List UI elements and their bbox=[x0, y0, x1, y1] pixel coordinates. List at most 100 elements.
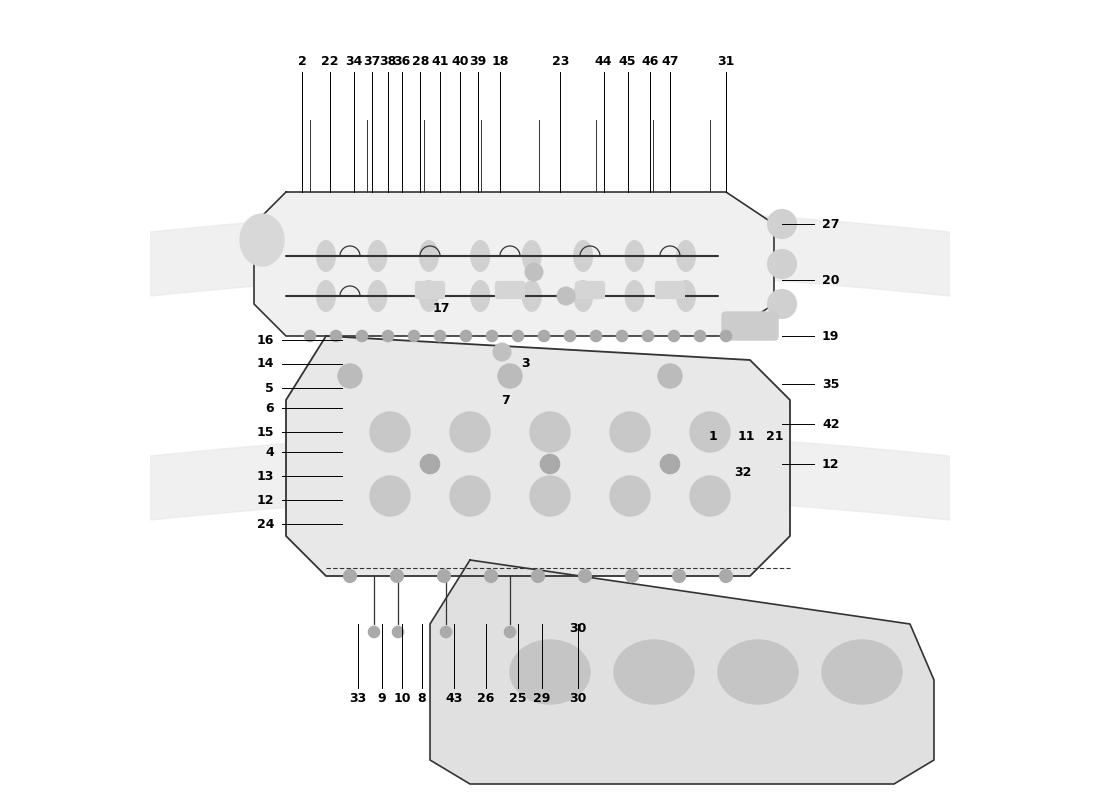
Text: 37: 37 bbox=[363, 55, 381, 68]
Ellipse shape bbox=[718, 640, 798, 704]
Circle shape bbox=[531, 570, 544, 582]
Circle shape bbox=[338, 364, 362, 388]
Circle shape bbox=[486, 330, 497, 342]
Ellipse shape bbox=[521, 280, 541, 312]
Text: 6: 6 bbox=[265, 402, 274, 414]
Ellipse shape bbox=[316, 240, 336, 272]
Ellipse shape bbox=[625, 280, 645, 312]
Text: 44: 44 bbox=[595, 55, 613, 68]
Circle shape bbox=[530, 476, 570, 516]
Circle shape bbox=[356, 330, 367, 342]
Ellipse shape bbox=[676, 240, 696, 272]
Circle shape bbox=[368, 626, 379, 638]
Text: 35: 35 bbox=[822, 378, 839, 390]
Circle shape bbox=[440, 626, 452, 638]
Text: 23: 23 bbox=[552, 55, 569, 68]
Text: 3: 3 bbox=[521, 358, 530, 370]
FancyBboxPatch shape bbox=[575, 282, 604, 298]
Circle shape bbox=[540, 454, 560, 474]
Circle shape bbox=[591, 330, 602, 342]
Circle shape bbox=[408, 330, 419, 342]
Circle shape bbox=[420, 454, 440, 474]
Text: 9: 9 bbox=[377, 692, 386, 705]
Text: 46: 46 bbox=[641, 55, 659, 68]
Circle shape bbox=[450, 412, 490, 452]
Circle shape bbox=[505, 626, 516, 638]
Ellipse shape bbox=[367, 240, 387, 272]
Polygon shape bbox=[430, 560, 934, 784]
Circle shape bbox=[720, 330, 732, 342]
Text: 30: 30 bbox=[570, 692, 586, 705]
Ellipse shape bbox=[614, 640, 694, 704]
Circle shape bbox=[669, 330, 680, 342]
Circle shape bbox=[660, 454, 680, 474]
Text: 30: 30 bbox=[570, 622, 586, 634]
Ellipse shape bbox=[625, 240, 645, 272]
Text: 8: 8 bbox=[418, 692, 427, 705]
Ellipse shape bbox=[521, 240, 541, 272]
FancyBboxPatch shape bbox=[656, 282, 684, 298]
Text: 15: 15 bbox=[256, 426, 274, 438]
Circle shape bbox=[461, 330, 472, 342]
Ellipse shape bbox=[316, 280, 336, 312]
Circle shape bbox=[538, 330, 550, 342]
Text: 14: 14 bbox=[256, 358, 274, 370]
Circle shape bbox=[330, 330, 342, 342]
Circle shape bbox=[438, 570, 450, 582]
Circle shape bbox=[690, 412, 730, 452]
Ellipse shape bbox=[573, 280, 593, 312]
Text: 17: 17 bbox=[432, 302, 450, 314]
Text: 38: 38 bbox=[379, 55, 396, 68]
Circle shape bbox=[370, 412, 410, 452]
Text: 43: 43 bbox=[446, 692, 463, 705]
Circle shape bbox=[498, 364, 522, 388]
Text: 2: 2 bbox=[298, 55, 307, 68]
Text: 4: 4 bbox=[265, 446, 274, 458]
Polygon shape bbox=[286, 336, 790, 576]
Text: 40: 40 bbox=[452, 55, 470, 68]
Circle shape bbox=[530, 412, 570, 452]
Circle shape bbox=[690, 476, 730, 516]
Text: 47: 47 bbox=[661, 55, 679, 68]
Circle shape bbox=[616, 330, 628, 342]
Text: 11: 11 bbox=[738, 430, 756, 442]
Circle shape bbox=[610, 476, 650, 516]
Text: 12: 12 bbox=[822, 458, 839, 470]
Text: 28: 28 bbox=[411, 55, 429, 68]
Text: 26: 26 bbox=[477, 692, 495, 705]
Circle shape bbox=[564, 330, 575, 342]
Text: 22: 22 bbox=[321, 55, 339, 68]
Circle shape bbox=[434, 330, 446, 342]
Ellipse shape bbox=[822, 640, 902, 704]
Text: 42: 42 bbox=[822, 418, 839, 430]
Text: 31: 31 bbox=[717, 55, 735, 68]
Circle shape bbox=[370, 476, 410, 516]
Ellipse shape bbox=[419, 240, 439, 272]
Text: 24: 24 bbox=[256, 518, 274, 530]
Text: 32: 32 bbox=[734, 466, 751, 478]
Text: 7: 7 bbox=[502, 394, 510, 406]
Ellipse shape bbox=[510, 640, 590, 704]
Text: 13: 13 bbox=[256, 470, 274, 482]
Circle shape bbox=[658, 364, 682, 388]
Ellipse shape bbox=[471, 240, 491, 272]
Text: 45: 45 bbox=[619, 55, 636, 68]
Text: eurospares: eurospares bbox=[321, 238, 779, 306]
FancyBboxPatch shape bbox=[496, 282, 525, 298]
Ellipse shape bbox=[419, 280, 439, 312]
Ellipse shape bbox=[676, 280, 696, 312]
Text: 33: 33 bbox=[350, 692, 366, 705]
Ellipse shape bbox=[367, 280, 387, 312]
Text: 27: 27 bbox=[822, 218, 839, 230]
Circle shape bbox=[768, 290, 796, 318]
Ellipse shape bbox=[471, 280, 491, 312]
Text: 41: 41 bbox=[431, 55, 449, 68]
Text: 18: 18 bbox=[492, 55, 509, 68]
Circle shape bbox=[719, 570, 733, 582]
Text: 39: 39 bbox=[470, 55, 486, 68]
Polygon shape bbox=[110, 208, 990, 300]
Circle shape bbox=[513, 330, 524, 342]
Circle shape bbox=[672, 570, 685, 582]
Circle shape bbox=[450, 476, 490, 516]
FancyBboxPatch shape bbox=[722, 312, 778, 340]
